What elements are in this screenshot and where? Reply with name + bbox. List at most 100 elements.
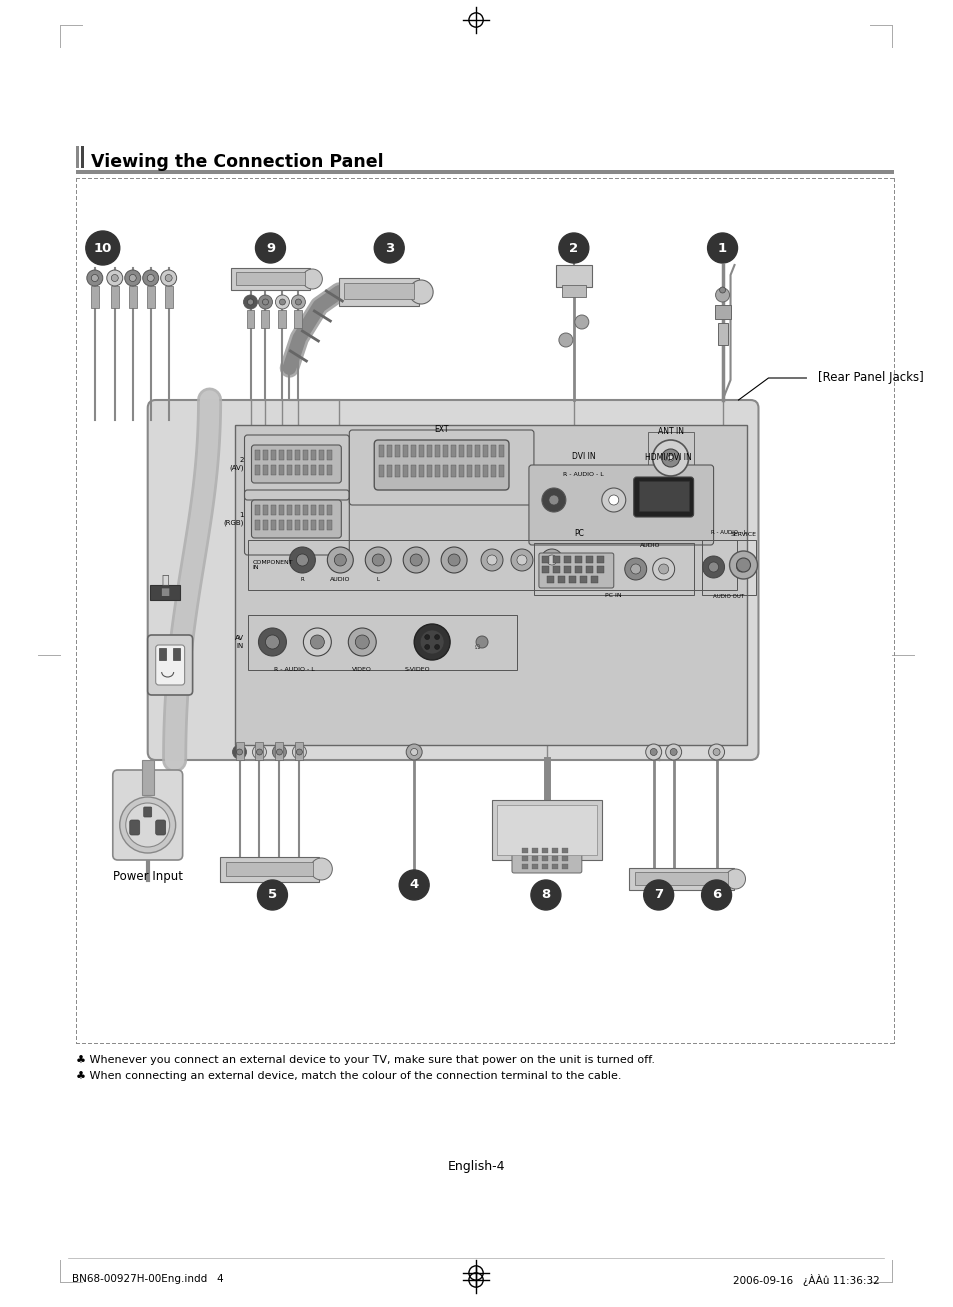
Circle shape <box>265 635 279 650</box>
Text: R: R <box>300 576 304 582</box>
Circle shape <box>435 635 439 639</box>
Bar <box>521 856 527 861</box>
Circle shape <box>708 562 718 572</box>
Bar <box>327 450 332 460</box>
Circle shape <box>435 644 439 650</box>
Text: DVI IN: DVI IN <box>572 452 595 461</box>
Bar <box>235 272 305 285</box>
Bar <box>295 450 300 460</box>
Text: [Rear Panel Jacks]: [Rear Panel Jacks] <box>818 371 923 384</box>
Bar <box>475 444 479 457</box>
Bar <box>319 465 324 474</box>
Bar <box>575 566 581 572</box>
Bar <box>311 520 316 531</box>
Circle shape <box>279 299 285 305</box>
Circle shape <box>725 869 744 889</box>
Bar <box>597 555 603 563</box>
Circle shape <box>665 744 681 759</box>
Bar <box>111 286 118 308</box>
Circle shape <box>125 271 141 286</box>
Circle shape <box>712 749 720 755</box>
Bar <box>287 450 293 460</box>
Circle shape <box>546 555 557 565</box>
FancyBboxPatch shape <box>252 444 341 484</box>
Circle shape <box>129 274 136 281</box>
Bar <box>76 146 79 169</box>
Bar <box>575 555 581 563</box>
Circle shape <box>256 749 262 755</box>
Bar <box>491 465 496 477</box>
Circle shape <box>701 555 723 578</box>
Bar <box>541 848 547 853</box>
Bar <box>255 520 260 531</box>
Circle shape <box>661 450 679 467</box>
Bar <box>81 146 84 169</box>
Bar <box>172 648 179 660</box>
Text: 5: 5 <box>268 889 276 902</box>
Bar <box>272 465 276 474</box>
Bar <box>327 465 332 474</box>
Circle shape <box>310 857 332 880</box>
Bar <box>532 848 537 853</box>
Bar <box>129 286 136 308</box>
Bar <box>387 465 392 477</box>
Bar <box>219 857 319 882</box>
Bar <box>442 465 448 477</box>
Bar <box>403 444 408 457</box>
Bar <box>395 465 399 477</box>
Circle shape <box>258 295 273 308</box>
Text: ANT IN: ANT IN <box>657 427 683 437</box>
Bar <box>521 864 527 869</box>
Circle shape <box>120 797 175 853</box>
Circle shape <box>107 271 123 286</box>
Bar <box>295 505 300 515</box>
Bar <box>411 465 416 477</box>
Bar <box>158 648 166 660</box>
FancyBboxPatch shape <box>538 553 613 588</box>
Text: 3: 3 <box>384 242 394 255</box>
Circle shape <box>730 555 752 578</box>
Circle shape <box>86 231 120 265</box>
Bar <box>491 444 496 457</box>
Text: BN68-00927H-00Eng.indd   4: BN68-00927H-00Eng.indd 4 <box>71 1274 223 1283</box>
Bar <box>295 465 300 474</box>
Bar <box>247 540 736 589</box>
Text: 6: 6 <box>711 889 720 902</box>
Circle shape <box>541 488 565 512</box>
Bar <box>639 481 688 511</box>
Bar <box>311 465 316 474</box>
Bar <box>379 444 384 457</box>
Circle shape <box>440 548 467 572</box>
FancyBboxPatch shape <box>252 501 341 538</box>
Circle shape <box>643 880 673 910</box>
Bar <box>279 465 284 474</box>
Bar <box>311 505 316 515</box>
Bar <box>339 278 418 306</box>
Circle shape <box>667 455 673 461</box>
Circle shape <box>624 558 646 580</box>
Bar <box>403 465 408 477</box>
Bar <box>498 465 503 477</box>
Circle shape <box>247 299 253 305</box>
Text: 7: 7 <box>654 889 662 902</box>
Bar <box>147 286 154 308</box>
Circle shape <box>410 749 417 755</box>
Circle shape <box>480 549 502 571</box>
Circle shape <box>410 554 422 566</box>
Circle shape <box>236 749 242 755</box>
Circle shape <box>424 635 429 639</box>
Bar <box>541 555 548 563</box>
Bar <box>263 450 268 460</box>
Circle shape <box>327 548 353 572</box>
Bar <box>319 450 324 460</box>
Bar <box>279 450 284 460</box>
Bar <box>714 305 730 319</box>
Bar <box>541 864 547 869</box>
Text: 10: 10 <box>93 242 112 255</box>
Text: ■: ■ <box>160 587 169 597</box>
Circle shape <box>719 288 725 293</box>
Circle shape <box>296 554 308 566</box>
Text: HDMI/DVI IN: HDMI/DVI IN <box>644 452 691 461</box>
Circle shape <box>558 333 572 346</box>
Text: ♣ Whenever you connect an external device to your TV, make sure that power on th: ♣ Whenever you connect an external devic… <box>76 1055 654 1065</box>
